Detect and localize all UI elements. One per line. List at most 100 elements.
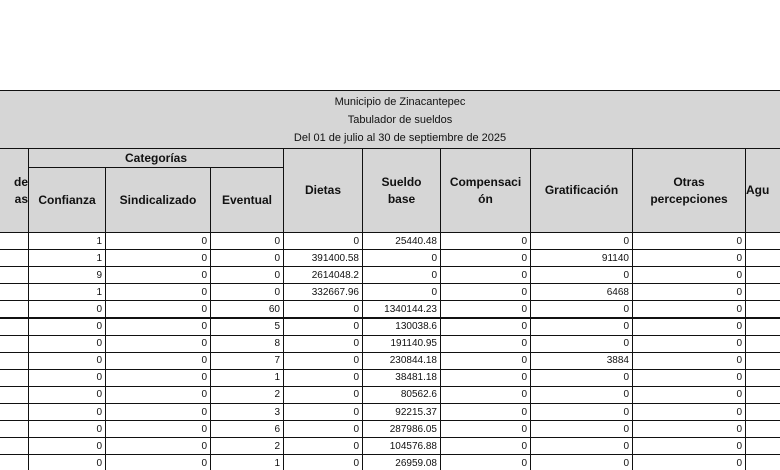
cell: 0 [28,334,106,353]
cell: 0 [105,232,211,251]
cell: 0 [283,351,363,370]
cell: 80562.6 [362,385,441,404]
cell: 38481.18 [362,368,441,387]
cell: 0 [440,437,531,456]
cell [745,420,780,439]
cell: 1 [28,283,106,302]
cell: 0 [362,266,441,285]
cell: 0 [105,454,211,470]
header-text: Agu [746,183,770,197]
cell [0,334,29,353]
header-text: Eventual [221,192,272,207]
cell: 1 [28,249,106,268]
cell [745,334,780,353]
cell: 0 [632,351,746,370]
cell [0,454,29,470]
cell [0,249,29,268]
cell: 0 [28,420,106,439]
cell: 0 [530,266,633,285]
cell: 0 [283,454,363,470]
cell: 91140 [530,249,633,268]
cell: 0 [530,300,633,319]
cell: 0 [105,300,211,319]
cell: 7 [210,351,284,370]
cell: 0 [105,420,211,439]
cell: 9 [28,266,106,285]
cell: 104576.88 [362,437,441,456]
column-header: Compensaci ón [440,148,531,233]
cell: 230844.18 [362,351,441,370]
cell: 2 [210,385,284,404]
cell: 0 [28,300,106,319]
cell: 1 [28,232,106,251]
cell: 0 [632,403,746,422]
cell: 0 [530,385,633,404]
cell: 0 [632,454,746,470]
header-text: percepciones [650,191,728,206]
cell: 0 [632,232,746,251]
header-text: Compensaci [449,174,522,189]
column-header: Confianza [28,167,106,233]
cell: 0 [105,283,211,302]
cell: 0 [283,385,363,404]
cell [0,317,29,336]
cell: 0 [283,334,363,353]
cell: 26959.08 [362,454,441,470]
cell: 0 [530,420,633,439]
cell [745,266,780,285]
cell [745,249,780,268]
cell: 332667.96 [283,283,363,302]
cell: 0 [632,317,746,336]
cell: 0 [362,249,441,268]
cell: 0 [105,266,211,285]
column-header: Sindicalizado [105,167,211,233]
cell: 391400.58 [283,249,363,268]
cell [745,454,780,470]
header-text: Dietas [304,183,342,197]
header-text: de [13,174,28,189]
cell [745,368,780,387]
cell: 0 [632,249,746,268]
cell: 0 [362,283,441,302]
cell: 0 [283,403,363,422]
title-line: Del 01 de julio al 30 de septiembre de 2… [293,131,507,144]
cell: 0 [440,317,531,336]
cell: 0 [440,266,531,285]
column-header: Dietas [283,148,363,233]
cell [745,232,780,251]
cell: 0 [530,368,633,387]
cell: 6 [210,420,284,439]
cell: 0 [440,300,531,319]
cell [0,403,29,422]
cell: 0 [530,232,633,251]
cell [0,420,29,439]
group-header: Categorías [28,148,284,168]
cell: 0 [105,437,211,456]
cell: 130038.6 [362,317,441,336]
cell: 0 [440,403,531,422]
cell: 0 [632,437,746,456]
column-header: Otras percepciones [632,148,746,233]
cell: 2614048.2 [283,266,363,285]
cell: 5 [210,317,284,336]
cell: 60 [210,300,284,319]
cell [745,351,780,370]
cell [745,300,780,319]
cell: 0 [440,454,531,470]
cell [745,385,780,404]
cell: 0 [28,351,106,370]
title-line: Tabulador de sueldos [347,113,453,126]
column-header: Eventual [210,167,284,233]
cell [0,437,29,456]
cell: 0 [283,368,363,387]
cell: 0 [632,283,746,302]
cell: 0 [632,300,746,319]
cell: 25440.48 [362,232,441,251]
cell: 0 [283,317,363,336]
cell: 8 [210,334,284,353]
cell: 1340144.23 [362,300,441,319]
cell [0,368,29,387]
cell: 3884 [530,351,633,370]
cell: 0 [105,334,211,353]
